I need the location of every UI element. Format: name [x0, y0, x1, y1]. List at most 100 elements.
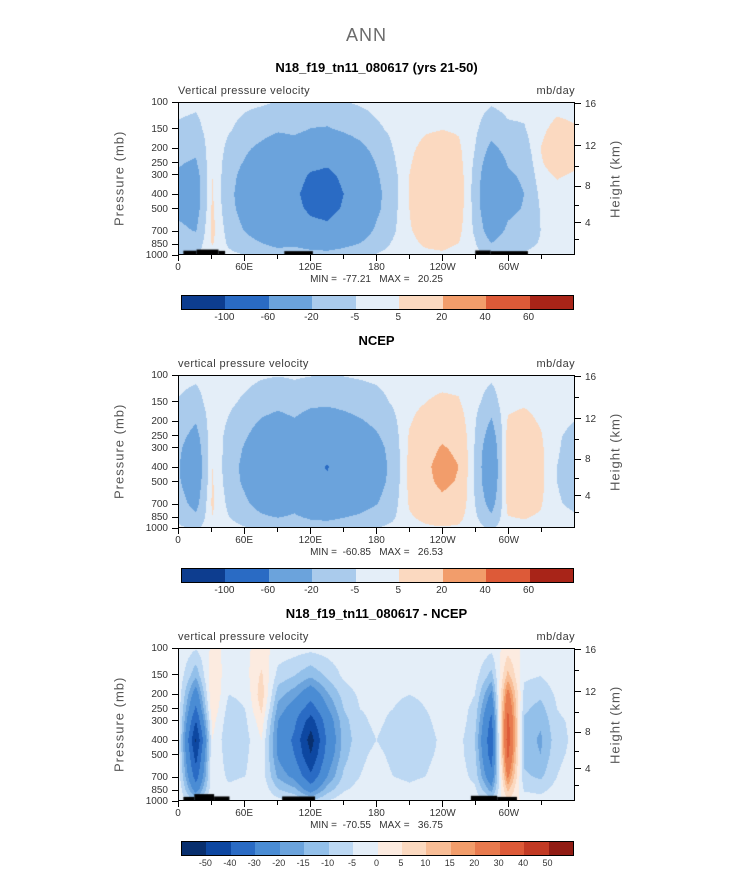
colorbar-tick-label: -60 [260, 312, 276, 323]
colorbar-segment [353, 842, 378, 855]
height-tick [575, 458, 581, 460]
colorbar-segment [182, 569, 226, 582]
colorbar-segment [499, 842, 525, 855]
colorbar-segment [377, 842, 402, 855]
colorbar-segment [182, 296, 226, 309]
longitude-tick-label: 180 [368, 808, 385, 819]
pressure-tick-label: 100 [151, 643, 168, 654]
contour-canvas [179, 649, 574, 800]
colorbar-segment [182, 842, 207, 855]
longitude-minor-tick [342, 255, 344, 259]
height-tick [575, 691, 581, 693]
colorbar-segment [529, 296, 573, 309]
pressure-tick-label: 250 [151, 703, 168, 715]
longitude-tick-label: 120E [298, 808, 322, 819]
colorbar-segment [279, 842, 305, 855]
height-tick [575, 418, 581, 420]
longitude-tick [508, 528, 510, 534]
pressure-tick-label: 150 [151, 669, 168, 681]
height-tick [575, 145, 581, 147]
pressure-tick-label: 850 [151, 785, 168, 797]
colorbar-segment [225, 569, 269, 582]
height-tick [575, 185, 581, 187]
contour-canvas [179, 103, 574, 254]
field-label: vertical pressure velocity [178, 358, 309, 370]
pressure-tick-label: 500 [151, 476, 168, 488]
longitude-tick [376, 255, 377, 261]
longitude-tick [376, 801, 377, 807]
longitude-tick-label: 120W [429, 262, 456, 273]
pressure-tick-label: 250 [151, 430, 168, 442]
longitude-tick-label: 60E [235, 535, 254, 546]
colorbar-segment [399, 296, 443, 309]
pressure-tick-label: 500 [151, 749, 168, 761]
pressure-tick-label: 700 [151, 226, 168, 238]
colorbar-tick-label: 5 [398, 858, 404, 868]
colorbar-segment [355, 569, 400, 582]
longitude-tick [442, 255, 444, 261]
colorbar-segment [486, 296, 530, 309]
field-label: Vertical pressure velocity [178, 85, 311, 97]
height-tick [575, 731, 581, 733]
longitude-minor-tick [541, 801, 543, 805]
height-minor-tick [575, 712, 579, 714]
height-tick [575, 222, 581, 224]
longitude-minor-tick [342, 528, 344, 532]
contour-canvas [179, 376, 574, 527]
min-max-label: MIN = -60.85 MAX = 26.53 [310, 547, 443, 558]
colorbar-tick-label: 60 [522, 585, 535, 596]
longitude-tick [177, 528, 179, 534]
colorbar-tick-label: 20 [436, 312, 448, 323]
colorbar-segment [230, 842, 256, 855]
panel-title: N18_f19_tn11_080617 - NCEP [285, 606, 468, 621]
page-title: ANN [345, 25, 387, 45]
longitude-tick-label: 120W [429, 808, 456, 819]
colorbar-tick-label: -100 [214, 585, 235, 596]
height-tick [575, 768, 581, 770]
panel-ncep: NCEP vertical pressure velocity mb/day P… [0, 325, 733, 598]
colorbar-segment [255, 842, 280, 855]
longitude-tick-label: 120W [429, 535, 456, 546]
colorbar-segment [442, 569, 487, 582]
colorbar [181, 841, 574, 856]
colorbar-tick-label: -5 [350, 585, 360, 596]
height-minor-tick [575, 204, 579, 206]
colorbar-segment [328, 842, 354, 855]
colorbar-segment [268, 296, 313, 309]
pressure-tick-label: 300 [151, 715, 168, 727]
pressure-tick-label: 400 [151, 735, 168, 747]
longitude-tick [508, 801, 510, 807]
pressure-tick-label: 850 [151, 512, 168, 524]
field-label: vertical pressure velocity [178, 631, 309, 643]
longitude-minor-tick [475, 801, 477, 805]
colorbar-tick-label: 40 [479, 585, 491, 596]
colorbar-tick-label: -15 [296, 858, 310, 868]
longitude-tick [243, 801, 245, 807]
longitude-tick-label: 120E [298, 262, 322, 273]
longitude-minor-tick [210, 528, 212, 532]
pressure-axis-label: Pressure (mb) [111, 130, 127, 227]
colorbar-segment [399, 569, 443, 582]
height-tick [575, 103, 581, 105]
height-minor-tick [575, 670, 579, 672]
colorbar-tick-label: 20 [436, 585, 448, 596]
longitude-tick [508, 255, 510, 261]
longitude-tick-label: 60W [498, 535, 520, 546]
colorbar [181, 568, 574, 583]
longitude-tick [442, 528, 444, 534]
longitude-tick-label: 60E [235, 808, 254, 819]
height-tick [575, 376, 581, 378]
colorbar-tick-label: 30 [493, 858, 504, 868]
longitude-tick-label: 180 [368, 262, 385, 273]
page-header: ANN [0, 0, 733, 52]
height-minor-tick [575, 397, 579, 399]
colorbar-tick-label: -20 [304, 312, 319, 323]
colorbar-segment [524, 842, 549, 855]
longitude-tick-label: 60W [498, 262, 520, 273]
height-minor-tick [575, 124, 579, 126]
pressure-tick-label: 200 [151, 416, 168, 428]
pressure-tick-label: 150 [151, 123, 168, 135]
colorbar-tick-label: -20 [272, 858, 286, 868]
pressure-tick-label: 1000 [145, 523, 168, 534]
